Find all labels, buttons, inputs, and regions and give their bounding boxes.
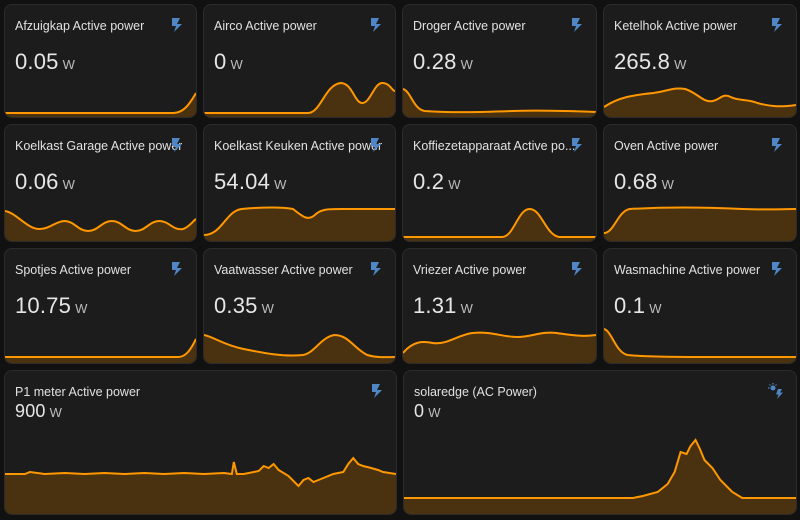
card-value: 265.8 W [614, 49, 687, 74]
flash-icon [570, 261, 584, 277]
solar-power-icon [768, 383, 784, 399]
sensor-card-spotjes[interactable]: Spotjes Active power 10.75 W [4, 248, 197, 364]
card-value: 0.06 W [15, 169, 76, 194]
card-title: Spotjes Active power [15, 263, 132, 277]
card-title: Oven Active power [614, 139, 719, 153]
history-graph [5, 434, 396, 514]
sensor-card-vriezer[interactable]: Vriezer Active power 1.31 W [402, 248, 597, 364]
flash-icon [369, 137, 383, 153]
sensor-card-wasmachine[interactable]: Wasmachine Active power 0.1 W [603, 248, 797, 364]
card-value: 0.2 W [413, 169, 461, 194]
flash-icon [770, 137, 784, 153]
card-title: Airco Active power [214, 19, 317, 33]
sensor-card-koelkast-keuken[interactable]: Koelkast Keuken Active power 54.04 W [203, 124, 396, 242]
history-graph [604, 323, 796, 363]
card-value: 10.75 W [15, 293, 88, 318]
history-graph [5, 77, 196, 117]
card-value: 0.35 W [214, 293, 275, 318]
flash-icon [570, 137, 584, 153]
card-title: P1 meter Active power [15, 385, 141, 399]
history-graph [403, 323, 596, 363]
history-graph [5, 323, 196, 363]
sensor-card-ketelhok[interactable]: Ketelhok Active power 265.8 W [603, 4, 797, 118]
card-title: Koelkast Keuken Active power [214, 139, 383, 153]
flash-icon [370, 383, 384, 399]
flash-icon [170, 137, 184, 153]
sensor-card-vaatwasser[interactable]: Vaatwasser Active power 0.35 W [203, 248, 396, 364]
sensor-card-afzuigkap[interactable]: Afzuigkap Active power 0.05 W [4, 4, 197, 118]
flash-icon [369, 261, 383, 277]
card-value: 1.31 W [413, 293, 474, 318]
sensor-card-droger[interactable]: Droger Active power 0.28 W [402, 4, 597, 118]
card-title: Afzuigkap Active power [15, 19, 145, 33]
card-title: Wasmachine Active power [614, 263, 761, 277]
card-title: Vaatwasser Active power [214, 263, 353, 277]
card-title: Koelkast Garage Active power [15, 139, 183, 153]
history-graph [204, 323, 395, 363]
flash-icon [170, 261, 184, 277]
history-graph [403, 77, 596, 117]
history-graph [404, 434, 796, 514]
card-value: 900 W [15, 401, 63, 421]
history-graph [204, 201, 395, 241]
flash-icon [570, 17, 584, 33]
history-graph [5, 201, 196, 241]
flash-icon [770, 17, 784, 33]
sensor-card-koffiezetapparaat[interactable]: Koffiezetapparaat Active po... 0.2 W [402, 124, 597, 242]
card-title: Vriezer Active power [413, 263, 527, 277]
sensor-card-p1-meter[interactable]: P1 meter Active power 900 W [4, 370, 397, 515]
history-graph [204, 77, 395, 117]
card-title: Koffiezetapparaat Active po... [413, 139, 576, 153]
flash-icon [369, 17, 383, 33]
sensor-card-koelkast-garage[interactable]: Koelkast Garage Active power 0.06 W [4, 124, 197, 242]
card-title: solaredge (AC Power) [414, 385, 537, 399]
flash-icon [170, 17, 184, 33]
card-value: 0.05 W [15, 49, 76, 74]
card-value: 0.1 W [614, 293, 662, 318]
flash-icon [770, 261, 784, 277]
card-value: 0.28 W [413, 49, 474, 74]
history-graph [604, 77, 796, 117]
sensor-card-oven[interactable]: Oven Active power 0.68 W [603, 124, 797, 242]
card-title: Droger Active power [413, 19, 526, 33]
card-value: 54.04 W [214, 169, 287, 194]
card-value: 0.68 W [614, 169, 675, 194]
history-graph [403, 201, 596, 241]
history-graph [604, 201, 796, 241]
card-title: Ketelhok Active power [614, 19, 737, 33]
